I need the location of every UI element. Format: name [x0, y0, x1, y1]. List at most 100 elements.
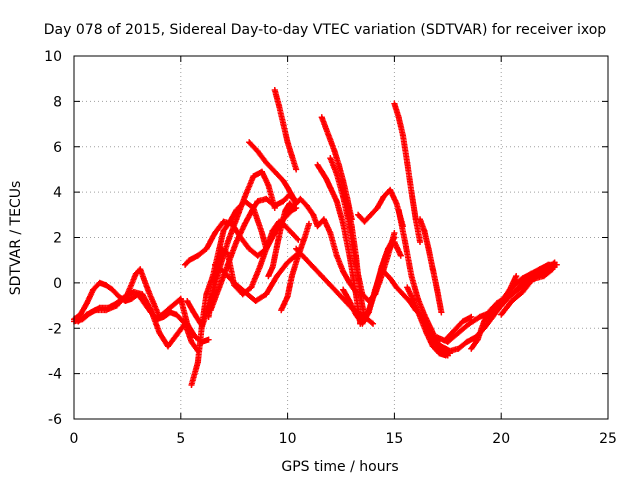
series-arc-8 — [211, 250, 302, 305]
data-point — [284, 293, 291, 300]
data-point — [421, 311, 428, 318]
data-point — [147, 307, 154, 314]
data-point — [348, 223, 355, 230]
series-arc-14 — [284, 195, 359, 295]
data-point — [246, 139, 253, 146]
data-point — [434, 334, 441, 341]
data-point — [399, 132, 406, 139]
data-point — [220, 268, 227, 275]
data-point — [288, 229, 295, 236]
y-tick-label: 0 — [53, 276, 62, 292]
data-point — [188, 338, 195, 345]
data-point — [380, 193, 387, 200]
data-point — [109, 286, 116, 293]
data-point — [442, 336, 449, 343]
data-point — [438, 309, 445, 316]
data-point — [205, 336, 212, 343]
data-point — [323, 125, 330, 132]
data-point — [323, 175, 330, 182]
data-point — [124, 291, 131, 298]
series-layer — [71, 87, 560, 388]
data-point — [340, 193, 347, 200]
data-point — [395, 114, 402, 121]
data-point — [186, 257, 193, 264]
data-point — [434, 286, 441, 293]
data-point — [344, 200, 351, 207]
data-point — [327, 229, 334, 236]
data-point — [540, 268, 547, 275]
data-point — [233, 216, 240, 223]
data-point — [370, 320, 377, 327]
data-point — [393, 284, 400, 291]
data-point — [305, 220, 312, 227]
series-arc-26 — [417, 216, 445, 316]
data-point — [459, 318, 466, 325]
series-arc-18 — [327, 155, 398, 305]
series-arc-29 — [442, 313, 475, 343]
series-arc-12 — [271, 87, 300, 173]
data-point — [173, 332, 180, 339]
tick-layer: 0 5 10 15 20 25 -6 -4 -2 0 2 4 6 8 10 — [44, 49, 617, 447]
data-point — [263, 291, 270, 298]
data-point — [188, 381, 195, 388]
data-point — [397, 252, 404, 259]
data-point — [359, 320, 366, 327]
series-arc-25 — [404, 284, 449, 359]
data-point — [355, 211, 362, 218]
x-tick-label: 15 — [385, 431, 403, 447]
data-point — [271, 205, 278, 212]
data-point — [291, 202, 298, 209]
data-point — [254, 148, 261, 155]
data-point — [528, 270, 535, 277]
data-point — [184, 298, 191, 305]
data-point — [340, 286, 347, 293]
data-point — [271, 168, 278, 175]
data-point — [451, 327, 458, 334]
data-point — [284, 209, 291, 216]
data-point — [387, 275, 394, 282]
data-point — [233, 239, 240, 246]
data-point — [83, 300, 90, 307]
series-markers — [188, 198, 270, 388]
data-point — [333, 170, 340, 177]
data-point — [295, 236, 302, 243]
data-point — [346, 298, 353, 305]
data-point — [280, 121, 287, 128]
data-point — [203, 245, 210, 252]
data-point — [164, 343, 171, 350]
data-point — [361, 218, 368, 225]
data-point — [173, 311, 180, 318]
data-point — [327, 282, 334, 289]
x-axis-label: GPS time / hours — [281, 459, 398, 475]
data-point — [177, 295, 184, 302]
series-arc-9 — [184, 168, 278, 329]
data-point — [493, 304, 500, 311]
data-point — [327, 136, 334, 143]
series-arc-10 — [246, 139, 298, 202]
data-point — [374, 205, 381, 212]
data-point — [314, 223, 321, 230]
data-point — [241, 193, 248, 200]
data-point — [508, 298, 515, 305]
data-point — [408, 189, 415, 196]
data-point — [464, 338, 471, 345]
data-point — [331, 148, 338, 155]
y-tick-label: 8 — [53, 94, 62, 110]
data-point — [137, 266, 144, 273]
data-point — [399, 291, 406, 298]
data-point — [199, 322, 206, 329]
data-point — [408, 273, 415, 280]
data-point — [284, 139, 291, 146]
data-point — [190, 309, 197, 316]
data-point — [241, 220, 248, 227]
data-point — [318, 168, 325, 175]
data-point — [113, 302, 120, 309]
data-point — [263, 159, 270, 166]
data-point — [207, 298, 214, 305]
data-point — [455, 345, 462, 352]
series-markers — [271, 87, 300, 173]
data-point — [417, 239, 424, 246]
data-point — [511, 282, 518, 289]
data-point — [83, 311, 90, 318]
series-markers — [327, 155, 398, 304]
